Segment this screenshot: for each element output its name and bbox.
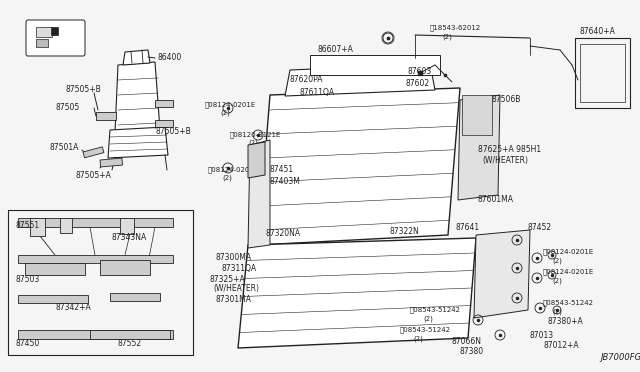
- Text: 87601MA: 87601MA: [478, 196, 514, 205]
- Text: (2): (2): [220, 110, 230, 116]
- Text: 87311QA: 87311QA: [222, 263, 257, 273]
- Text: 87505+A: 87505+A: [75, 170, 111, 180]
- Bar: [18, 295, 88, 303]
- Polygon shape: [248, 142, 265, 178]
- Bar: [60, 218, 72, 233]
- Bar: [100, 260, 150, 275]
- Text: Ⓜ08124-0201E: Ⓜ08124-0201E: [208, 167, 259, 173]
- Text: 87325+A: 87325+A: [210, 276, 246, 285]
- FancyBboxPatch shape: [26, 20, 85, 56]
- Bar: [580, 44, 625, 102]
- Text: 87403M: 87403M: [270, 177, 301, 186]
- Text: 87301MA: 87301MA: [215, 295, 251, 305]
- Text: 87620PA: 87620PA: [290, 76, 323, 84]
- Text: Ⓜ08124-0201E: Ⓜ08124-0201E: [543, 249, 595, 255]
- Bar: [36, 39, 48, 47]
- Text: 87640+A: 87640+A: [580, 28, 616, 36]
- Bar: [575, 38, 630, 108]
- Polygon shape: [458, 95, 500, 200]
- Text: 87641: 87641: [456, 224, 480, 232]
- Text: Ⓟ08543-51242: Ⓟ08543-51242: [410, 307, 461, 313]
- Text: Ⓜ08124-0201E: Ⓜ08124-0201E: [205, 102, 256, 108]
- Bar: [83, 147, 104, 158]
- Text: 87343NA: 87343NA: [112, 234, 147, 243]
- Polygon shape: [238, 238, 476, 348]
- Polygon shape: [123, 50, 150, 65]
- Text: 87300MA: 87300MA: [215, 253, 251, 262]
- Text: Ⓜ08120-8121E: Ⓜ08120-8121E: [230, 132, 282, 138]
- Polygon shape: [285, 64, 435, 96]
- Text: (W/HEATER): (W/HEATER): [482, 155, 528, 164]
- Text: (2): (2): [552, 258, 562, 264]
- Bar: [90, 330, 170, 339]
- Text: (2): (2): [442, 34, 452, 40]
- Polygon shape: [115, 62, 160, 133]
- Text: 87602: 87602: [405, 78, 429, 87]
- Text: 87552: 87552: [118, 340, 142, 349]
- Text: 87322N: 87322N: [390, 228, 420, 237]
- Text: 87505: 87505: [55, 103, 79, 112]
- Text: (W/HEATER): (W/HEATER): [213, 285, 259, 294]
- Bar: [18, 255, 173, 263]
- Text: 87505+B: 87505+B: [65, 86, 100, 94]
- Bar: [310, 55, 440, 75]
- Text: 87013: 87013: [530, 330, 554, 340]
- Text: 87611QA: 87611QA: [300, 87, 335, 96]
- Bar: [120, 218, 134, 234]
- Text: 87451: 87451: [270, 166, 294, 174]
- Text: 87506B: 87506B: [492, 96, 522, 105]
- Text: 87503: 87503: [15, 276, 39, 285]
- Polygon shape: [248, 140, 270, 248]
- Bar: [25, 263, 85, 275]
- Bar: [96, 112, 116, 120]
- Polygon shape: [258, 88, 460, 245]
- Bar: [36, 27, 52, 37]
- Text: 87066N: 87066N: [452, 337, 482, 346]
- Bar: [155, 120, 173, 127]
- Polygon shape: [474, 230, 530, 318]
- Bar: [18, 330, 173, 339]
- Text: (2): (2): [222, 175, 232, 181]
- Text: 87452: 87452: [528, 224, 552, 232]
- Text: 87320NA: 87320NA: [265, 228, 300, 237]
- Text: 87501A: 87501A: [50, 144, 79, 153]
- Bar: [155, 100, 173, 107]
- Bar: [8, 210, 193, 355]
- Text: 87380: 87380: [460, 347, 484, 356]
- Text: 87625+A 985H1: 87625+A 985H1: [478, 145, 541, 154]
- Text: Ⓜ08124-0201E: Ⓜ08124-0201E: [543, 269, 595, 275]
- Bar: [462, 95, 492, 135]
- Text: (2): (2): [552, 278, 562, 284]
- Text: JB7000FG: JB7000FG: [600, 353, 640, 362]
- Text: (2): (2): [552, 309, 562, 315]
- Text: 86400: 86400: [158, 54, 182, 62]
- Bar: [110, 293, 160, 301]
- Text: 87342+A: 87342+A: [55, 304, 91, 312]
- Text: 87551: 87551: [15, 221, 39, 230]
- Text: 86607+A: 86607+A: [318, 45, 354, 55]
- Text: (2): (2): [248, 140, 258, 146]
- Bar: [30, 218, 45, 236]
- Bar: [18, 218, 173, 227]
- Polygon shape: [108, 127, 168, 158]
- Text: Ⓟ08543-51242: Ⓟ08543-51242: [400, 327, 451, 333]
- Text: 87505+B: 87505+B: [155, 128, 191, 137]
- Text: 87603: 87603: [407, 67, 431, 77]
- Text: (2): (2): [413, 336, 423, 342]
- Text: Ⓟ08543-51242: Ⓟ08543-51242: [543, 300, 594, 306]
- Bar: [100, 158, 122, 167]
- Text: (2): (2): [423, 316, 433, 322]
- Bar: [51, 27, 58, 35]
- Text: Ⓜ18543-62012: Ⓜ18543-62012: [430, 25, 481, 31]
- Text: 87450: 87450: [15, 340, 39, 349]
- Text: 87380+A: 87380+A: [548, 317, 584, 327]
- Text: 87012+A: 87012+A: [543, 341, 579, 350]
